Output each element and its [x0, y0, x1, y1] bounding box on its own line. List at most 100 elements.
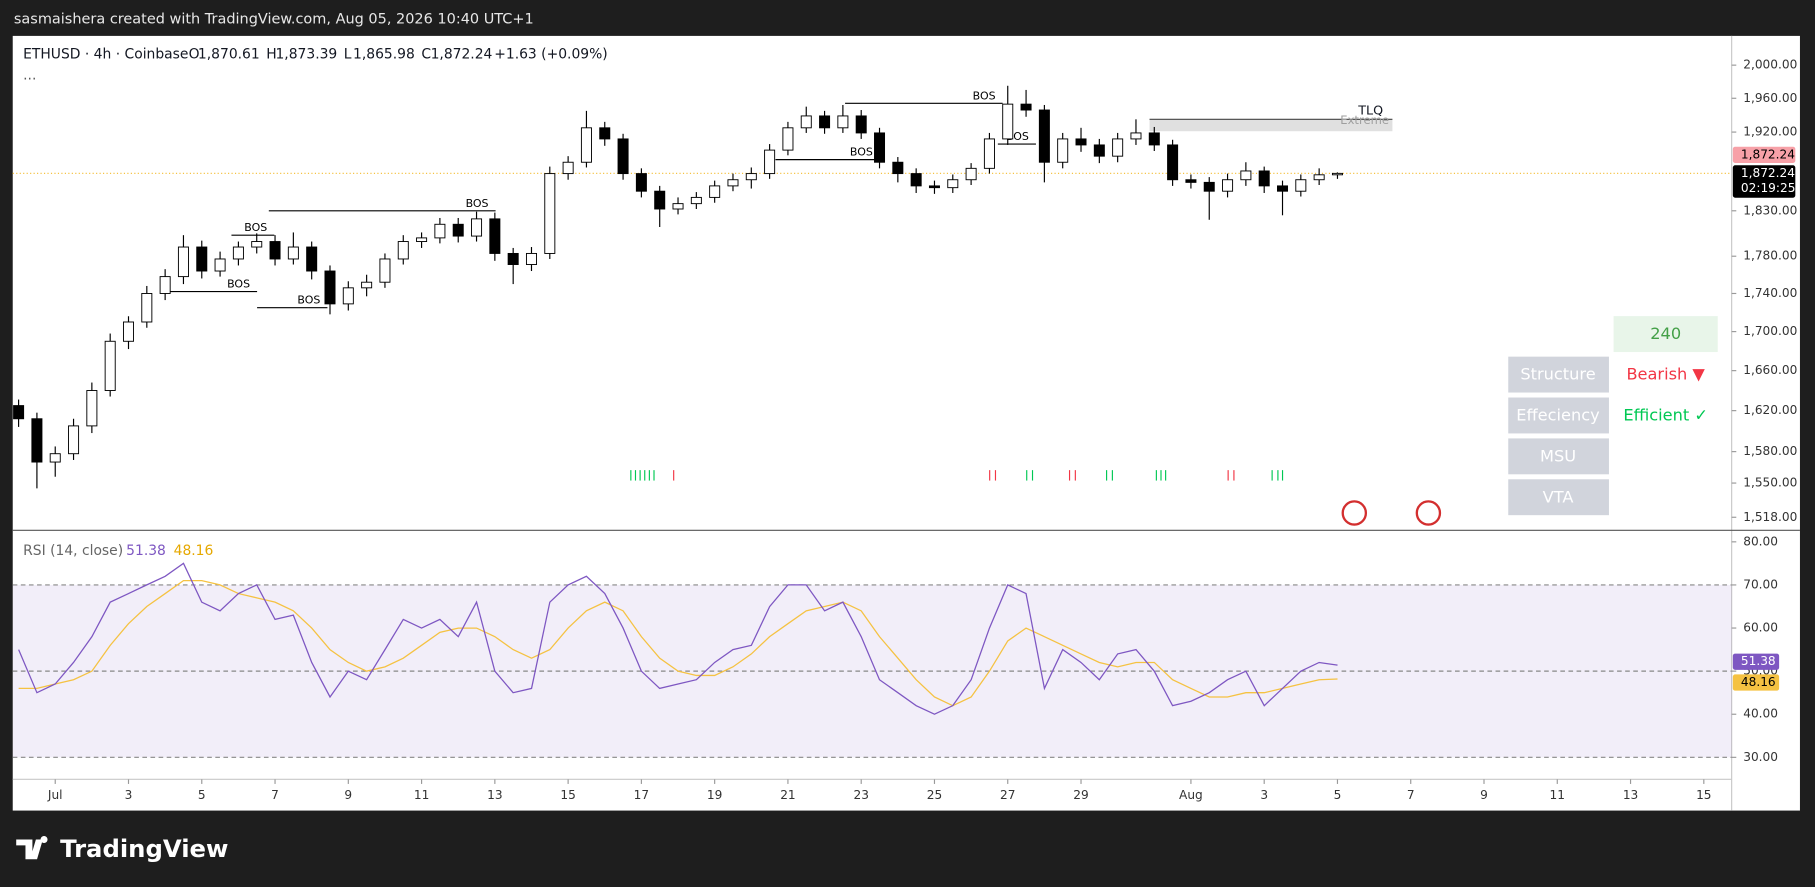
panel-label-cell: [1508, 479, 1609, 516]
panel-value: Bearish ▼: [1626, 365, 1705, 384]
x-tick-label: 7: [271, 788, 279, 802]
candle-body: [269, 241, 281, 260]
candle-body: [434, 223, 446, 239]
bos-label: BOS: [297, 294, 320, 307]
flag-icon[interactable]: [1415, 500, 1442, 526]
ohlc-value: 1,873.39: [275, 46, 337, 62]
rsi-ma-value: 48.16: [174, 543, 214, 559]
candle-body: [1130, 132, 1142, 140]
candle-body: [452, 223, 464, 237]
panel-label: MSU: [1540, 446, 1576, 465]
candle-body: [86, 390, 98, 427]
candle-body: [562, 161, 574, 175]
candle-body: [306, 246, 318, 272]
candle-body: [1295, 179, 1307, 192]
rsi-tick-label: 80.00: [1743, 534, 1778, 548]
x-tick-label: 11: [414, 788, 429, 802]
candle-body: [544, 173, 556, 254]
candle-body: [1057, 138, 1069, 163]
panel-label-cell: [1508, 356, 1609, 393]
candle-body: [635, 173, 647, 192]
candle-body: [251, 241, 263, 248]
candle-body: [1185, 179, 1197, 183]
y-tick-label: 1,830.00: [1743, 203, 1797, 217]
price-tag-label: 1,872.24: [1741, 166, 1795, 180]
candle-body: [1258, 170, 1270, 187]
candle-body: [599, 127, 611, 140]
candle-body: [1222, 179, 1234, 192]
candle-body: [214, 258, 226, 272]
candle-body: [690, 196, 702, 205]
bos-label: BOS: [850, 146, 873, 159]
ohlc-key: L: [344, 46, 352, 62]
y-tick-label: 1,660.00: [1743, 363, 1797, 377]
y-tick-label: 1,620.00: [1743, 403, 1797, 417]
price-tag-label: 1,872.24: [1741, 147, 1795, 161]
ohlc-key: O: [189, 46, 200, 62]
rsi-tag-label: 48.16: [1741, 675, 1776, 689]
price-tag: [1732, 146, 1796, 163]
candle-body: [709, 185, 721, 198]
candle-body: [580, 127, 592, 163]
candle-body: [782, 127, 794, 151]
candle-body: [1240, 170, 1252, 181]
x-tick-label: 29: [1073, 788, 1088, 802]
rsi-tick-label: 60.00: [1743, 621, 1778, 635]
x-tick-label: 3: [125, 788, 133, 802]
panel-label: Structure: [1520, 365, 1595, 384]
logo-text: TradingView: [60, 834, 228, 863]
bos-label: BOS: [973, 89, 996, 102]
candle-body: [928, 185, 940, 189]
x-tick-label: 17: [634, 788, 649, 802]
x-tick-label: Aug: [1179, 788, 1203, 802]
x-tick-label: 15: [560, 788, 575, 802]
candle-body: [141, 293, 153, 323]
candle-body: [1203, 181, 1215, 192]
rsi-tick-label: 70.00: [1743, 577, 1778, 591]
x-tick-label: 5: [1334, 788, 1342, 802]
candle-body: [965, 167, 977, 181]
candle-body: [525, 252, 537, 265]
candle-body: [68, 425, 80, 455]
ohlc-value: 1,870.61: [198, 46, 260, 62]
candle-body: [892, 161, 904, 175]
candle-body: [397, 241, 409, 260]
candle-body: [1020, 103, 1032, 111]
x-tick-label: Jul: [47, 788, 63, 802]
x-tick-label: 27: [1000, 788, 1015, 802]
candle-body: [910, 173, 922, 187]
y-tick-label: 1,700.00: [1743, 324, 1797, 338]
footer-logo: TradingView: [16, 834, 228, 863]
header-text: sasmaishera created with TradingView.com…: [14, 12, 534, 28]
y-tick-label: 1,518.00: [1743, 510, 1797, 524]
candle-body: [324, 270, 336, 305]
candle-body: [122, 321, 135, 342]
flag-icon[interactable]: [1341, 500, 1368, 526]
change-label: +1.63 (+0.09%): [494, 46, 607, 62]
x-tick-label: 7: [1407, 788, 1415, 802]
candle-body: [837, 115, 849, 129]
rsi-tag-label: 51.38: [1741, 654, 1776, 668]
candle-body: [13, 405, 25, 420]
panel-label: Effeciency: [1516, 406, 1600, 425]
candle-body: [617, 138, 629, 175]
candle-body: [361, 281, 373, 289]
x-tick-label: 13: [1623, 788, 1638, 802]
candle-body: [983, 138, 995, 169]
candle-body: [507, 252, 519, 265]
x-tick-label: 15: [1696, 788, 1711, 802]
x-tick-label: 9: [1480, 788, 1488, 802]
symbol-label: ETHUSD · 4h · Coinbase: [23, 46, 188, 62]
ohlc-key: H: [266, 46, 276, 62]
candle-body: [1112, 138, 1124, 157]
logo-mark: [16, 836, 48, 860]
candle-body: [672, 203, 684, 210]
candle-body: [31, 418, 43, 463]
price-tag-countdown: 02:19:25: [1741, 181, 1796, 195]
tlq-zone: [1149, 119, 1393, 132]
candle-body: [1277, 185, 1289, 192]
candle-body: [232, 246, 244, 260]
y-tick-label: 1,740.00: [1743, 286, 1797, 300]
tlq-sublabel: Extreme: [1340, 113, 1389, 127]
